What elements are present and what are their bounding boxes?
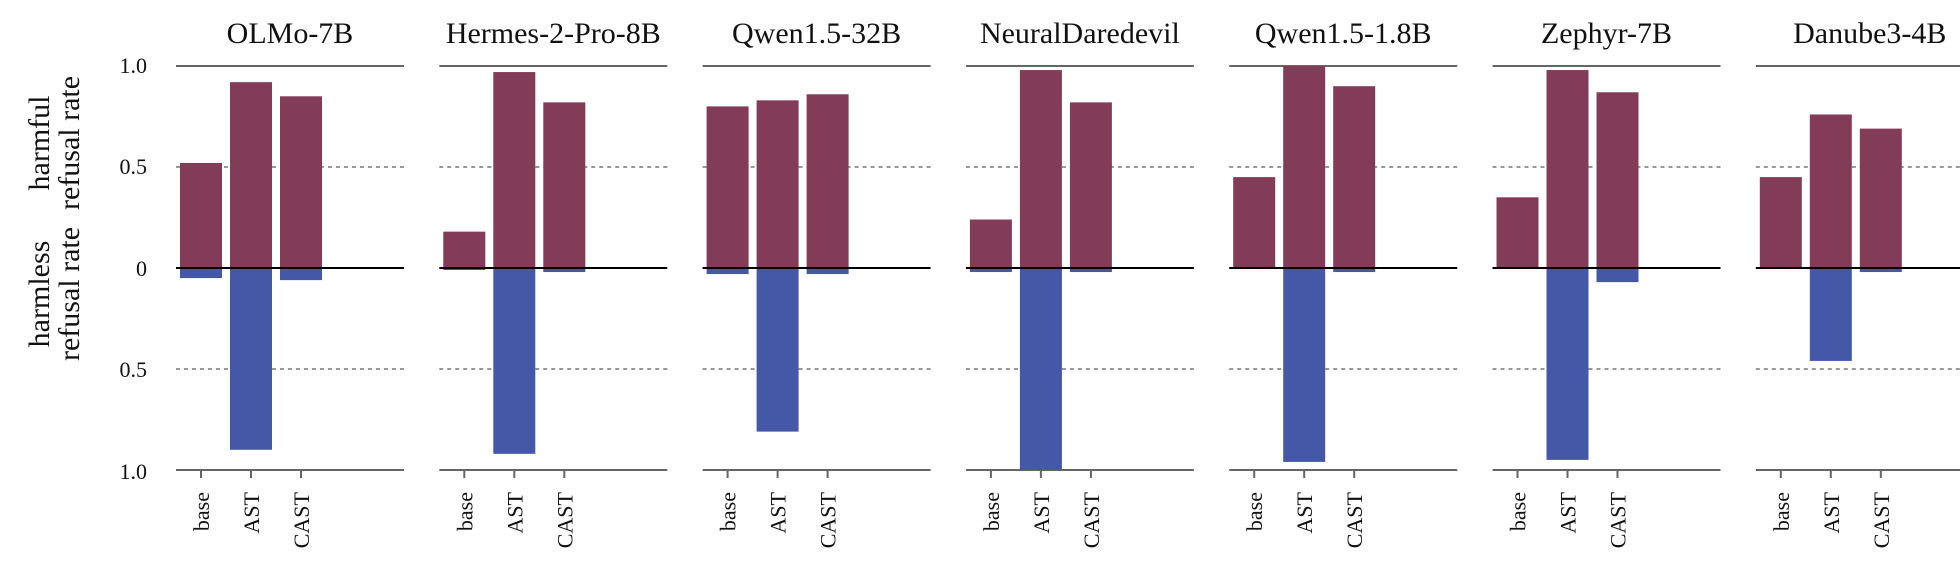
- ytick-top-0.5: 0.5: [120, 154, 148, 179]
- bar-harmless-AST: [493, 268, 536, 454]
- panel-5: Zephyr-7B base AST CAST: [1492, 17, 1721, 548]
- xtick-label-CAST: CAST: [289, 491, 314, 548]
- bar-harmless-base: [180, 268, 222, 279]
- bar-harmful-base: [706, 106, 749, 269]
- bar-harmful-CAST: [1596, 92, 1639, 268]
- bar-harmful-base: [1759, 177, 1802, 268]
- ytick-bottom-0.5: 0.5: [120, 357, 148, 382]
- bar-harmless-CAST: [1069, 268, 1112, 273]
- bar-harmful-base: [180, 162, 222, 268]
- xtick-label-base: base: [189, 492, 214, 531]
- bar-harmful-CAST: [543, 102, 586, 268]
- bar-harmful-CAST: [1069, 102, 1112, 268]
- bar-harmless-CAST: [1859, 268, 1902, 273]
- xtick-label-base: base: [716, 492, 741, 531]
- xtick-label-AST: AST: [766, 491, 791, 533]
- xtick-label-base: base: [1506, 492, 1531, 531]
- panel-3: NeuralDaredevil base AST CAST: [965, 17, 1194, 548]
- panel-title: NeuralDaredevil: [980, 17, 1180, 50]
- y-axis-labels: harmful refusal rate harmless refusal ra…: [23, 76, 86, 361]
- bar-harmless-CAST: [806, 268, 849, 275]
- ylabel-top-line2: refusal rate: [53, 76, 86, 210]
- panel-0: OLMo-7B base AST CAST: [176, 17, 404, 548]
- bar-harmful-AST: [230, 82, 272, 268]
- bar-harmful-AST: [1809, 114, 1852, 268]
- xtick-label-AST: AST: [502, 491, 527, 533]
- panel-title: Qwen1.5-1.8B: [1255, 17, 1432, 50]
- panel-title: Zephyr-7B: [1541, 17, 1672, 50]
- xtick-label-CAST: CAST: [1079, 491, 1104, 548]
- xtick-label-AST: AST: [1556, 491, 1581, 533]
- xtick-label-CAST: CAST: [1869, 491, 1894, 548]
- bar-harmless-AST: [230, 268, 272, 450]
- bar-harmful-AST: [1283, 66, 1326, 268]
- bar-harmful-base: [1233, 177, 1276, 268]
- panel-6: Danube3-4B base AST CAST: [1755, 17, 1960, 548]
- bar-harmful-CAST: [1333, 86, 1376, 268]
- xtick-label-CAST: CAST: [1342, 491, 1367, 548]
- panel-4: Qwen1.5-1.8B base AST CAST: [1229, 17, 1458, 548]
- xtick-label-AST: AST: [1819, 491, 1844, 533]
- xtick-label-base: base: [1242, 492, 1267, 531]
- bar-harmless-AST: [1019, 268, 1062, 470]
- bar-harmful-base: [443, 231, 486, 268]
- xtick-label-AST: AST: [239, 491, 264, 533]
- bar-harmful-base: [1496, 197, 1539, 268]
- y-tick-labels: 1.0 0.5 0 0.5 1.0: [120, 53, 148, 484]
- bar-harmful-CAST: [1859, 128, 1902, 268]
- bar-harmless-CAST: [543, 268, 586, 273]
- panel-title: Hermes-2-Pro-8B: [446, 17, 661, 50]
- xtick-label-AST: AST: [1292, 491, 1317, 533]
- bar-harmless-base: [706, 268, 749, 275]
- bar-harmful-CAST: [280, 96, 322, 268]
- bar-harmless-CAST: [280, 268, 322, 281]
- xtick-label-base: base: [979, 492, 1004, 531]
- bar-harmless-base: [443, 268, 486, 271]
- xtick-label-CAST: CAST: [816, 491, 841, 548]
- bar-harmless-CAST: [1596, 268, 1639, 283]
- bar-harmless-AST: [756, 268, 799, 432]
- bar-harmless-CAST: [1333, 268, 1376, 273]
- ytick-zero: 0: [136, 256, 147, 281]
- bar-harmful-AST: [493, 72, 536, 268]
- bar-harmless-AST: [1546, 268, 1589, 460]
- panel-title: OLMo-7B: [227, 17, 354, 50]
- ylabel-top-line1: harmful: [23, 96, 56, 191]
- xtick-label-base: base: [452, 492, 477, 531]
- bar-harmful-base: [969, 219, 1012, 268]
- panel-1: Hermes-2-Pro-8B base AST CAST: [439, 17, 668, 548]
- bar-harmless-AST: [1809, 268, 1852, 361]
- bar-harmful-AST: [756, 100, 799, 268]
- xtick-label-CAST: CAST: [1606, 491, 1631, 548]
- xtick-label-base: base: [1769, 492, 1794, 531]
- panel-2: Qwen1.5-32B base AST CAST: [702, 17, 931, 548]
- xtick-label-AST: AST: [1029, 491, 1054, 533]
- ytick-top-1.0: 1.0: [120, 53, 148, 78]
- bar-harmful-CAST: [806, 94, 849, 268]
- xtick-label-CAST: CAST: [552, 491, 577, 548]
- bar-harmless-AST: [1283, 268, 1326, 462]
- panel-title: Qwen1.5-32B: [732, 17, 901, 50]
- panel-title: Danube3-4B: [1793, 17, 1946, 50]
- bar-harmless-base: [969, 268, 1012, 273]
- bar-harmful-AST: [1546, 70, 1589, 268]
- ylabel-bottom-line1: harmless: [23, 241, 56, 348]
- ytick-bottom-1.0: 1.0: [120, 459, 148, 484]
- bar-harmful-AST: [1019, 70, 1062, 268]
- panels: OLMo-7B base AST CAST Hermes-2-Pro-8B base AST…: [176, 17, 1960, 548]
- ylabel-bottom-line2: refusal rate: [53, 227, 86, 361]
